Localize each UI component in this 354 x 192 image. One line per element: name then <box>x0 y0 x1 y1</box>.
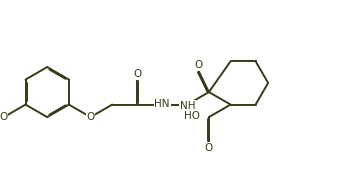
Text: HN: HN <box>154 99 170 109</box>
Text: O: O <box>133 69 141 79</box>
Text: O: O <box>194 60 202 70</box>
Text: HO: HO <box>184 111 200 121</box>
Text: O: O <box>86 112 95 122</box>
Text: O: O <box>205 142 213 152</box>
Text: NH: NH <box>179 101 195 111</box>
Text: O: O <box>0 112 7 122</box>
